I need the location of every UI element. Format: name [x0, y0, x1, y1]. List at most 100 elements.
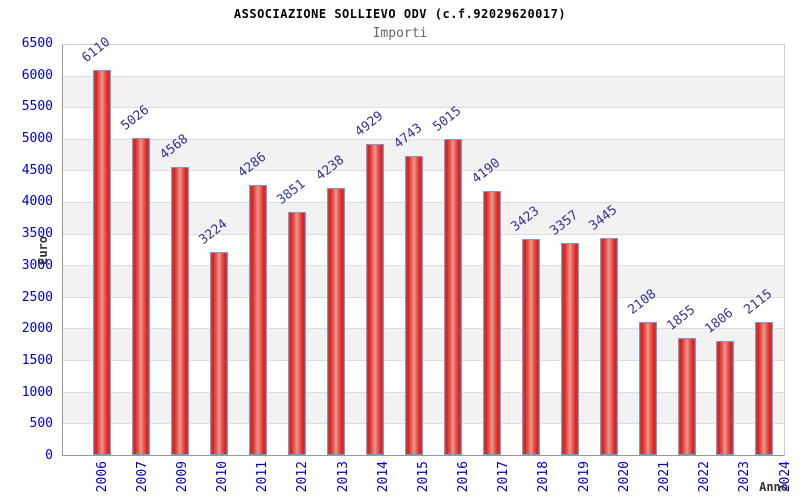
bar-slot: 1855: [663, 45, 706, 455]
x-tick-cell: 2018: [524, 461, 564, 500]
bar-2007: [132, 138, 151, 455]
bar-slot: 5026: [118, 45, 161, 455]
bar-value-label: 4929: [352, 108, 387, 140]
bar-value-label: 4743: [391, 120, 426, 152]
y-tick-label: 0: [45, 448, 53, 463]
x-tick-label: 2022: [697, 461, 713, 493]
bar-2023: [716, 341, 735, 455]
y-tick-label: 3500: [21, 226, 53, 242]
x-tick-cell: 2007: [122, 461, 162, 500]
x-tick-cell: 2013: [323, 461, 363, 500]
x-tick-cell: 2021: [644, 461, 684, 500]
x-tick-cell: 2010: [203, 461, 243, 500]
x-tick-cell: 2020: [604, 461, 644, 500]
bar-value-label: 3445: [586, 202, 620, 234]
x-tick-label: 2006: [94, 461, 110, 493]
bar-2012: [288, 212, 307, 455]
x-axis-tick-labels: 2006 2007 2009 2010 2011 2012 2013 2014 2015 2016…: [62, 461, 800, 500]
x-tick-cell: 2012: [283, 461, 323, 500]
y-tick-label: 2000: [21, 321, 53, 337]
grid-band: [63, 108, 784, 140]
bar-value-label: 3357: [547, 207, 582, 239]
x-tick-label: 2010: [215, 461, 231, 493]
bar-2009: [171, 167, 190, 455]
x-tick-cell: 2016: [444, 461, 484, 500]
bar-2013: [327, 188, 346, 455]
grid-band: [63, 361, 784, 393]
bar-slot: 6110: [80, 35, 122, 455]
grid-band: [63, 76, 784, 109]
grid-band: [63, 235, 784, 267]
bar-value-label: 1806: [702, 305, 737, 337]
x-tick-label: 2015: [415, 461, 431, 493]
bar-slot: 3445: [586, 45, 628, 455]
chart-subtitle: Importi: [372, 26, 428, 41]
bar-slot: 4286: [236, 45, 278, 455]
x-tick-label: 2017: [496, 461, 512, 493]
bar-slot: 4743: [391, 45, 434, 455]
x-tick-cell: 2019: [564, 461, 604, 500]
x-tick-label: 2019: [576, 461, 592, 493]
bar-slot: 3224: [197, 45, 239, 455]
x-tick-label: 2012: [295, 461, 311, 493]
bar-value-label: 4190: [469, 155, 504, 187]
x-tick-cell: 2006: [82, 461, 122, 500]
y-tick-label: 500: [29, 416, 53, 432]
bar-slot: 4238: [313, 45, 356, 455]
y-tick-label: 6500: [21, 36, 53, 51]
bar-2011: [249, 185, 268, 455]
x-tick-label: 2016: [456, 461, 472, 493]
plot-area: 6110 5026 4568 3224 4286 3851 4238 4929 4743 5015…: [62, 35, 785, 456]
bar-slot: 3851: [274, 45, 317, 455]
bar-slot: 3357: [547, 45, 589, 455]
x-tick-label: 2020: [616, 461, 632, 493]
bar-value-label: 4568: [157, 131, 192, 163]
x-tick-label: 2021: [656, 461, 672, 493]
x-tick-cell: 2009: [162, 461, 202, 500]
y-axis-title: Euro: [36, 236, 50, 265]
bars-container: 6110 5026 4568 3224 4286 3851 4238 4929 4743 5015…: [63, 35, 784, 455]
bar-slot: 4190: [469, 45, 511, 455]
x-tick-cell: 2017: [484, 461, 524, 500]
bar-2018: [521, 239, 540, 455]
y-tick-label: 5000: [21, 131, 53, 147]
y-tick-label: 6000: [21, 67, 53, 83]
bar-slot: 3423: [508, 45, 550, 455]
x-tick-label: 2013: [335, 461, 351, 493]
x-tick-label: 2023: [737, 461, 753, 493]
bar-value-label: 1855: [663, 302, 698, 334]
bar-slot: 1806: [702, 45, 745, 455]
bar-2015: [404, 156, 423, 455]
bar-value-label: 4238: [313, 152, 348, 184]
bar-slot: 2115: [742, 45, 784, 455]
plot-background-bands: [63, 45, 784, 455]
x-tick-cell: 2014: [363, 461, 403, 500]
bar-slot: 5015: [430, 45, 472, 455]
x-tick-cell: 2022: [685, 461, 725, 500]
bar-value-label: 3423: [508, 203, 543, 235]
grid-band: [63, 298, 784, 330]
y-tick-label: 1500: [21, 352, 53, 368]
bar-2021: [638, 322, 657, 455]
grid-band: [63, 139, 784, 172]
grid-band: [63, 45, 784, 77]
bar-value-label: 3851: [274, 176, 309, 208]
chart-title: ASSOCIAZIONE SOLLIEVO ODV (c.f.920296200…: [233, 7, 567, 21]
x-tick-label: 2014: [375, 461, 391, 493]
bar-value-label: 2108: [624, 286, 659, 318]
bar-2024: [755, 322, 774, 455]
bar-2020: [599, 238, 618, 455]
bar-slot: 2108: [624, 45, 667, 455]
bar-2019: [560, 243, 579, 455]
x-tick-label: 2011: [255, 461, 271, 493]
y-tick-label: 4500: [21, 162, 53, 178]
x-tick-cell: 2011: [243, 461, 283, 500]
bar-2016: [443, 139, 462, 455]
grid-band: [63, 171, 784, 204]
bar-2014: [366, 144, 385, 455]
x-tick-cell: 2015: [403, 461, 443, 500]
x-axis-title: Anno: [759, 480, 788, 494]
bar-value-label: 5015: [430, 103, 465, 135]
y-axis-tick-labels: 6500 6000 5500 5000 4500 4000 3500 3000 2500 2000…: [0, 36, 57, 463]
bar-value-label: 5026: [118, 102, 153, 134]
